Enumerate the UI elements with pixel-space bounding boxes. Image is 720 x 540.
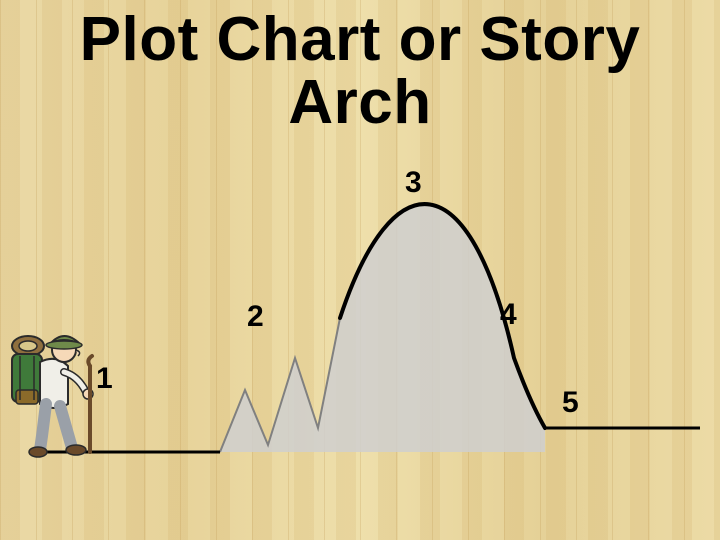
mat-roll-inner — [19, 341, 37, 351]
label-5: 5 — [562, 386, 579, 420]
label-2: 2 — [247, 300, 264, 334]
boot-back — [29, 447, 47, 457]
boot-front — [66, 445, 86, 455]
label-4: 4 — [500, 298, 517, 332]
leg-back — [40, 404, 46, 450]
slide: Plot Chart or Story Arch 1 2 3 4 5 — [0, 0, 720, 540]
stick-knob — [88, 356, 92, 366]
hiker-icon — [6, 326, 136, 466]
label-3: 3 — [405, 166, 422, 200]
leg-front — [60, 406, 72, 448]
hat-brim — [46, 341, 82, 349]
grey-mountain-fill — [220, 204, 545, 452]
